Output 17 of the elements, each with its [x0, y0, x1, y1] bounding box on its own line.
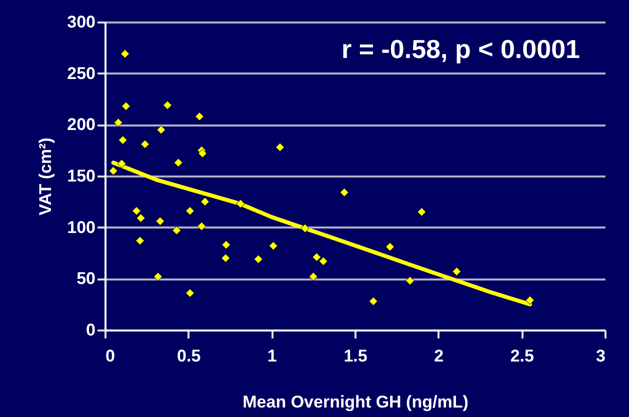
x-tick-label: 2.5 — [510, 346, 534, 366]
x-tick-label: 1.5 — [344, 346, 368, 366]
x-tick-label: 0 — [106, 346, 115, 366]
x-tick-label: 0.5 — [177, 346, 201, 366]
y-tick-label: 250 — [67, 64, 96, 83]
y-axis-title: VAT (cm²) — [36, 138, 56, 216]
x-tick-label: 3 — [596, 346, 606, 366]
x-tick-label: 2 — [434, 346, 444, 366]
x-axis-title: Mean Overnight GH (ng/mL) — [242, 392, 468, 412]
annotation: r = -0.58, p < 0.0001 — [342, 34, 580, 64]
x-tick-label: 1 — [267, 346, 277, 366]
y-tick-label: 100 — [67, 218, 96, 237]
y-tick-label: 0 — [86, 320, 96, 340]
y-tick-label: 200 — [67, 115, 96, 134]
y-tick-label: 150 — [67, 166, 96, 186]
y-tick-label: 300 — [67, 12, 96, 32]
y-tick-label: 50 — [76, 269, 96, 288]
